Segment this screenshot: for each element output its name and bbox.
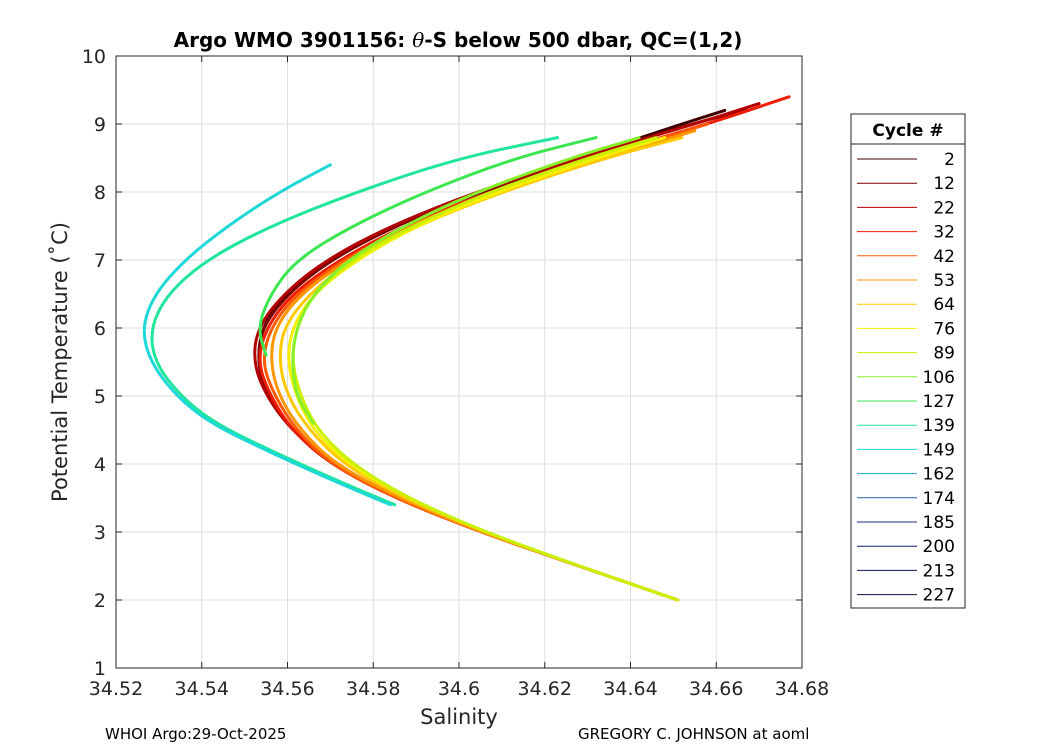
legend-entries: 2 12 22 32 42 53 64 76 89 106 127 139 149 162 174 185 20… xyxy=(857,150,955,606)
x-tick-label: 34.66 xyxy=(689,678,743,700)
series-line-106 xyxy=(291,136,641,425)
legend-label-149: 149 xyxy=(923,440,955,460)
legend-label-185: 185 xyxy=(923,513,955,533)
y-tick-label: 5 xyxy=(94,386,106,408)
legend-label-64: 64 xyxy=(933,295,955,315)
legend: Cycle # 2 12 22 32 42 53 64 76 89 106 127 139 149 162… xyxy=(850,113,966,609)
legend-title: Cycle # xyxy=(872,121,943,141)
chart-title-symbol: θ xyxy=(412,28,424,52)
y-tick-label: 8 xyxy=(94,182,106,204)
x-axis-label: Salinity xyxy=(420,705,498,729)
legend-label-42: 42 xyxy=(933,247,955,267)
legend-label-22: 22 xyxy=(933,198,955,218)
series-layer xyxy=(142,95,791,602)
y-tick-label: 1 xyxy=(94,658,106,680)
y-tick-label: 6 xyxy=(94,318,106,340)
series-line-139 xyxy=(150,136,560,507)
grid-lines xyxy=(116,56,802,668)
legend-label-2: 2 xyxy=(944,150,955,170)
legend-label-162: 162 xyxy=(923,465,955,485)
legend-label-53: 53 xyxy=(933,271,955,291)
y-tick-label: 2 xyxy=(94,590,106,612)
chart-title: Argo WMO 3901156: θ-S below 500 dbar, QC… xyxy=(174,28,743,52)
legend-label-89: 89 xyxy=(933,344,955,364)
x-tick-label: 34.6 xyxy=(438,678,480,700)
y-axis-label: Potential Temperature (˚C) xyxy=(48,222,72,502)
x-tick-label: 34.68 xyxy=(775,678,829,700)
series-line-149 xyxy=(142,163,392,507)
legend-label-127: 127 xyxy=(923,392,955,412)
y-tick-label: 9 xyxy=(94,114,106,136)
footer-left: WHOI Argo:29-Oct-2025 xyxy=(105,725,287,743)
legend-label-227: 227 xyxy=(923,586,955,606)
x-tick-label: 34.64 xyxy=(603,678,657,700)
y-tick-label: 3 xyxy=(94,522,106,544)
y-tick-label: 7 xyxy=(94,250,106,272)
legend-box xyxy=(850,113,966,609)
x-tick-label: 34.54 xyxy=(175,678,229,700)
series-line-89 xyxy=(291,136,680,602)
series-line-127 xyxy=(258,136,598,357)
legend-label-76: 76 xyxy=(933,319,955,339)
legend-label-174: 174 xyxy=(923,489,955,509)
x-tick-label: 34.56 xyxy=(260,678,314,700)
y-tick-label: 10 xyxy=(82,46,106,68)
legend-label-12: 12 xyxy=(933,174,955,194)
legend-label-200: 200 xyxy=(923,537,955,557)
footer-right: GREGORY C. JOHNSON at aoml xyxy=(578,725,810,743)
legend-label-213: 213 xyxy=(923,561,955,581)
chart-title-suffix: -S below 500 dbar, QC=(1,2) xyxy=(424,28,742,52)
legend-label-106: 106 xyxy=(923,368,955,388)
legend-label-139: 139 xyxy=(923,416,955,436)
x-tick-label: 34.52 xyxy=(89,678,143,700)
chart-title-prefix: Argo WMO 3901156: xyxy=(174,28,413,52)
x-tick-label: 34.62 xyxy=(518,678,572,700)
x-tick-label: 34.58 xyxy=(346,678,400,700)
y-tick-label: 4 xyxy=(94,454,106,476)
axis-ticks: 34.52 34.54 34.56 34.58 34.6 34.62 34.64 34.66 3… xyxy=(82,46,829,700)
legend-label-32: 32 xyxy=(933,223,955,243)
